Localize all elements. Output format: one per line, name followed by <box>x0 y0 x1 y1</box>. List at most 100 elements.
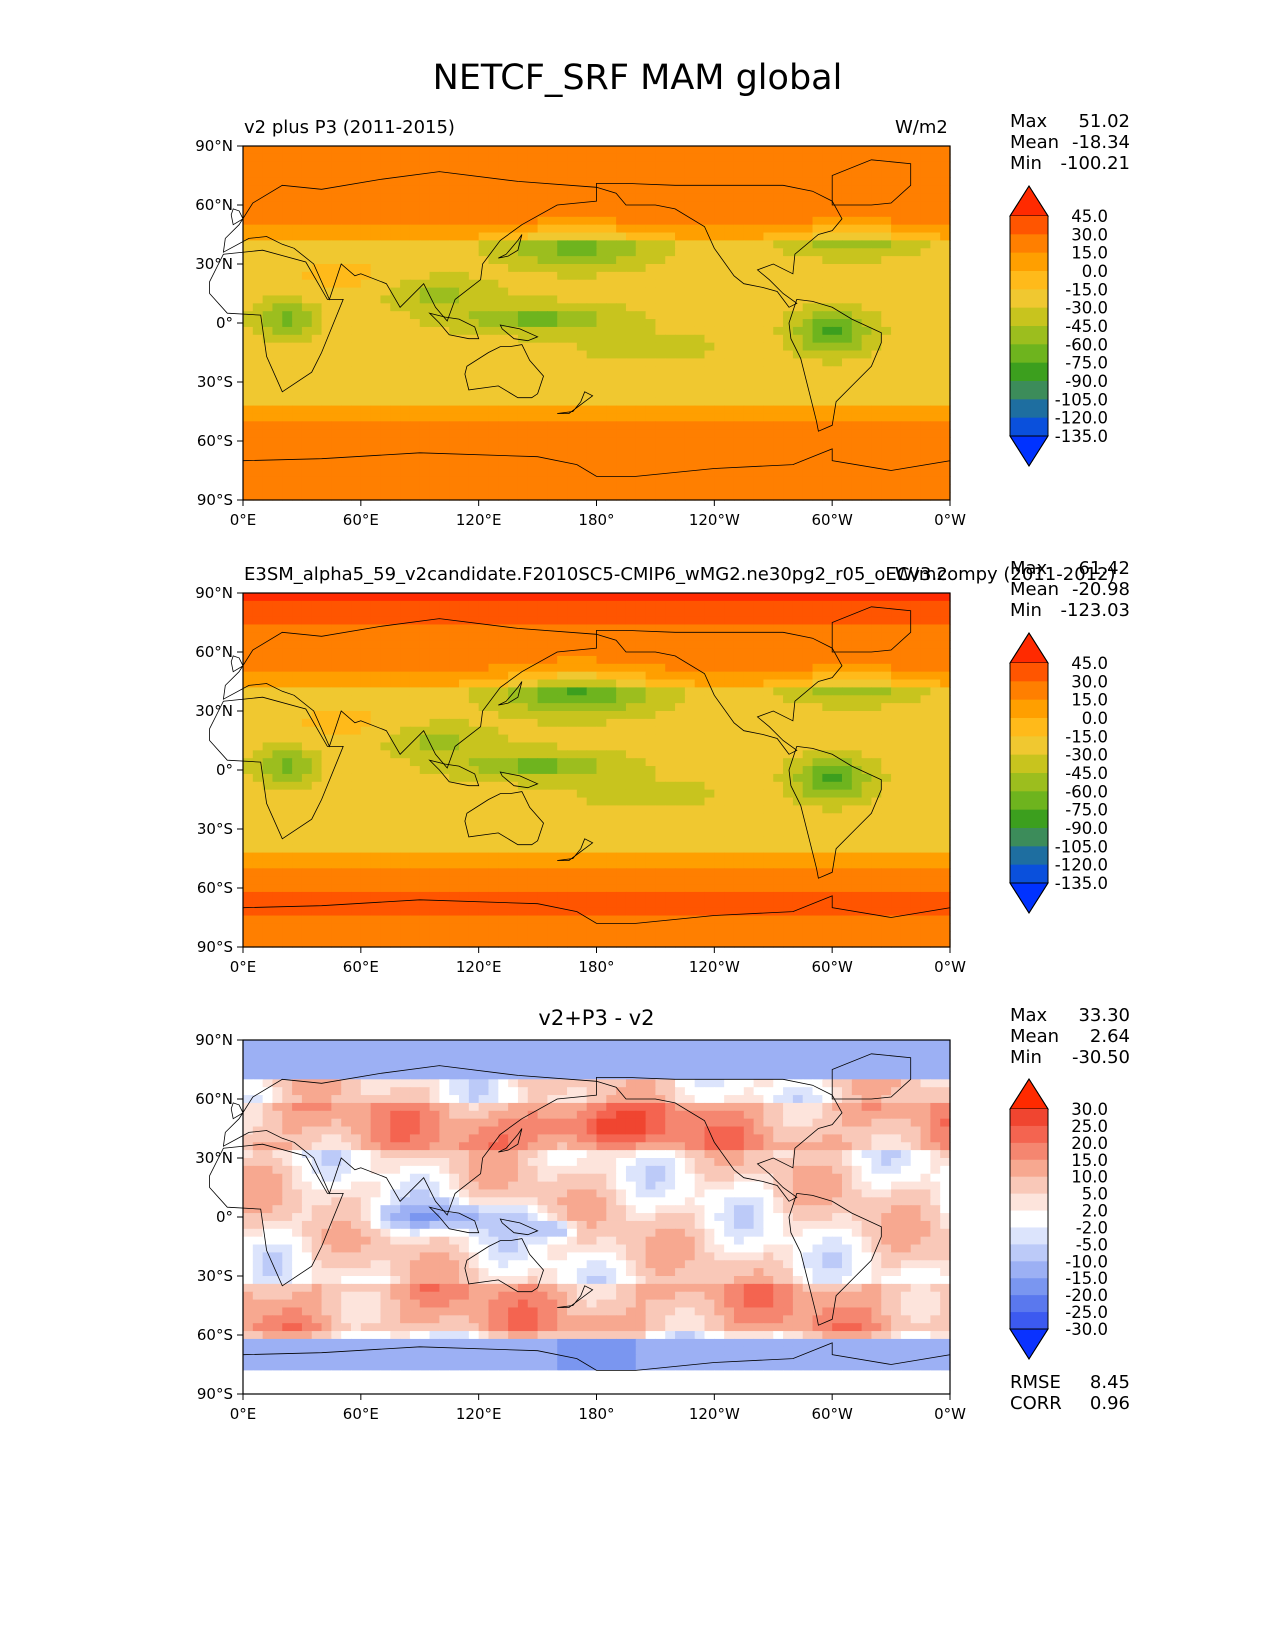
field-cell <box>900 366 912 375</box>
field-cell <box>419 374 431 383</box>
field-cell <box>321 319 332 328</box>
field-cell <box>409 389 421 399</box>
field-cell <box>665 216 676 226</box>
field-cell <box>567 758 578 767</box>
field-cell <box>704 663 715 673</box>
field-cell <box>645 334 657 344</box>
field-cell <box>508 389 519 399</box>
field-cell <box>822 201 833 210</box>
field-cell <box>891 758 902 767</box>
field-cell <box>714 766 725 775</box>
field-cell <box>812 421 823 430</box>
field-cell <box>773 476 784 485</box>
field-cell <box>449 405 460 415</box>
field-cell <box>243 437 254 446</box>
field-cell <box>370 193 382 202</box>
field-cell <box>498 295 509 304</box>
field-cell <box>341 679 352 688</box>
field-cell <box>616 476 627 485</box>
field-cell <box>606 248 617 257</box>
field-cell <box>871 492 882 501</box>
field-cell <box>252 248 264 257</box>
field-cell <box>459 224 470 234</box>
field-cell <box>478 711 490 720</box>
field-cell <box>783 413 794 422</box>
field-cell <box>547 624 558 633</box>
field-cell <box>940 484 951 493</box>
field-cell <box>606 444 617 454</box>
field-cell <box>891 405 902 415</box>
field-cell <box>243 640 254 649</box>
field-cell <box>684 208 696 218</box>
field-cell <box>625 687 637 696</box>
field-cell <box>272 319 283 328</box>
field-cell <box>910 185 922 194</box>
field-cell <box>527 608 539 618</box>
field-cell <box>390 616 401 626</box>
field-cell <box>743 460 755 470</box>
field-cell <box>498 413 509 422</box>
field-cell <box>488 703 499 712</box>
field-cell <box>370 711 382 720</box>
field-cell <box>390 193 401 202</box>
field-cell <box>547 766 558 775</box>
field-cell <box>419 726 431 736</box>
field-cell <box>851 750 863 759</box>
field-cell <box>851 311 863 320</box>
field-cell <box>773 264 784 273</box>
field-cell <box>527 161 539 171</box>
field-cell <box>596 766 607 775</box>
field-cell <box>645 240 657 249</box>
field-cell <box>331 224 342 234</box>
field-cell <box>439 437 450 446</box>
field-cell <box>930 632 941 641</box>
field-cell <box>753 295 765 304</box>
field-cell <box>292 264 303 273</box>
panel2-title: E3SM_alpha5_59_v2candidate.F2010SC5-CMIP… <box>244 564 1116 585</box>
field-cell <box>694 350 706 359</box>
field-cell <box>930 476 941 485</box>
field-cell <box>841 695 853 704</box>
field-cell <box>625 405 637 415</box>
field-cell <box>341 366 352 375</box>
field-cell <box>910 460 922 470</box>
field-cell <box>812 429 823 438</box>
field-cell <box>694 405 706 415</box>
field-cell <box>596 185 607 194</box>
field-cell <box>527 224 539 234</box>
field-cell <box>449 319 460 328</box>
field-cell <box>900 734 912 744</box>
field-cell <box>851 240 863 249</box>
field-cell <box>331 232 342 241</box>
field-cell <box>311 476 323 485</box>
field-cell <box>252 492 264 501</box>
field-cell <box>724 655 735 665</box>
field-cell <box>262 177 274 186</box>
field-cell <box>724 193 735 202</box>
field-cell <box>243 382 254 391</box>
field-cell <box>527 648 539 657</box>
field-cell <box>773 319 784 328</box>
field-cell <box>517 492 529 501</box>
field-cell <box>871 718 882 728</box>
field-cell <box>527 655 539 665</box>
field-cell <box>675 382 686 391</box>
field-cell <box>517 279 529 289</box>
field-cell <box>390 476 401 485</box>
field-cell <box>351 366 362 375</box>
field-cell <box>665 146 676 155</box>
field-cell <box>675 600 686 610</box>
field-cell <box>488 593 499 602</box>
field-cell <box>488 460 499 470</box>
field-cell <box>773 256 784 265</box>
field-cell <box>419 256 431 265</box>
field-cell <box>243 287 254 297</box>
field-cell <box>301 750 313 759</box>
field-cell <box>783 687 794 696</box>
field-cell <box>380 374 391 383</box>
field-cell <box>783 208 794 218</box>
field-cell <box>861 303 873 312</box>
field-cell <box>419 224 431 234</box>
field-cell <box>616 726 627 736</box>
field-cell <box>900 750 912 759</box>
